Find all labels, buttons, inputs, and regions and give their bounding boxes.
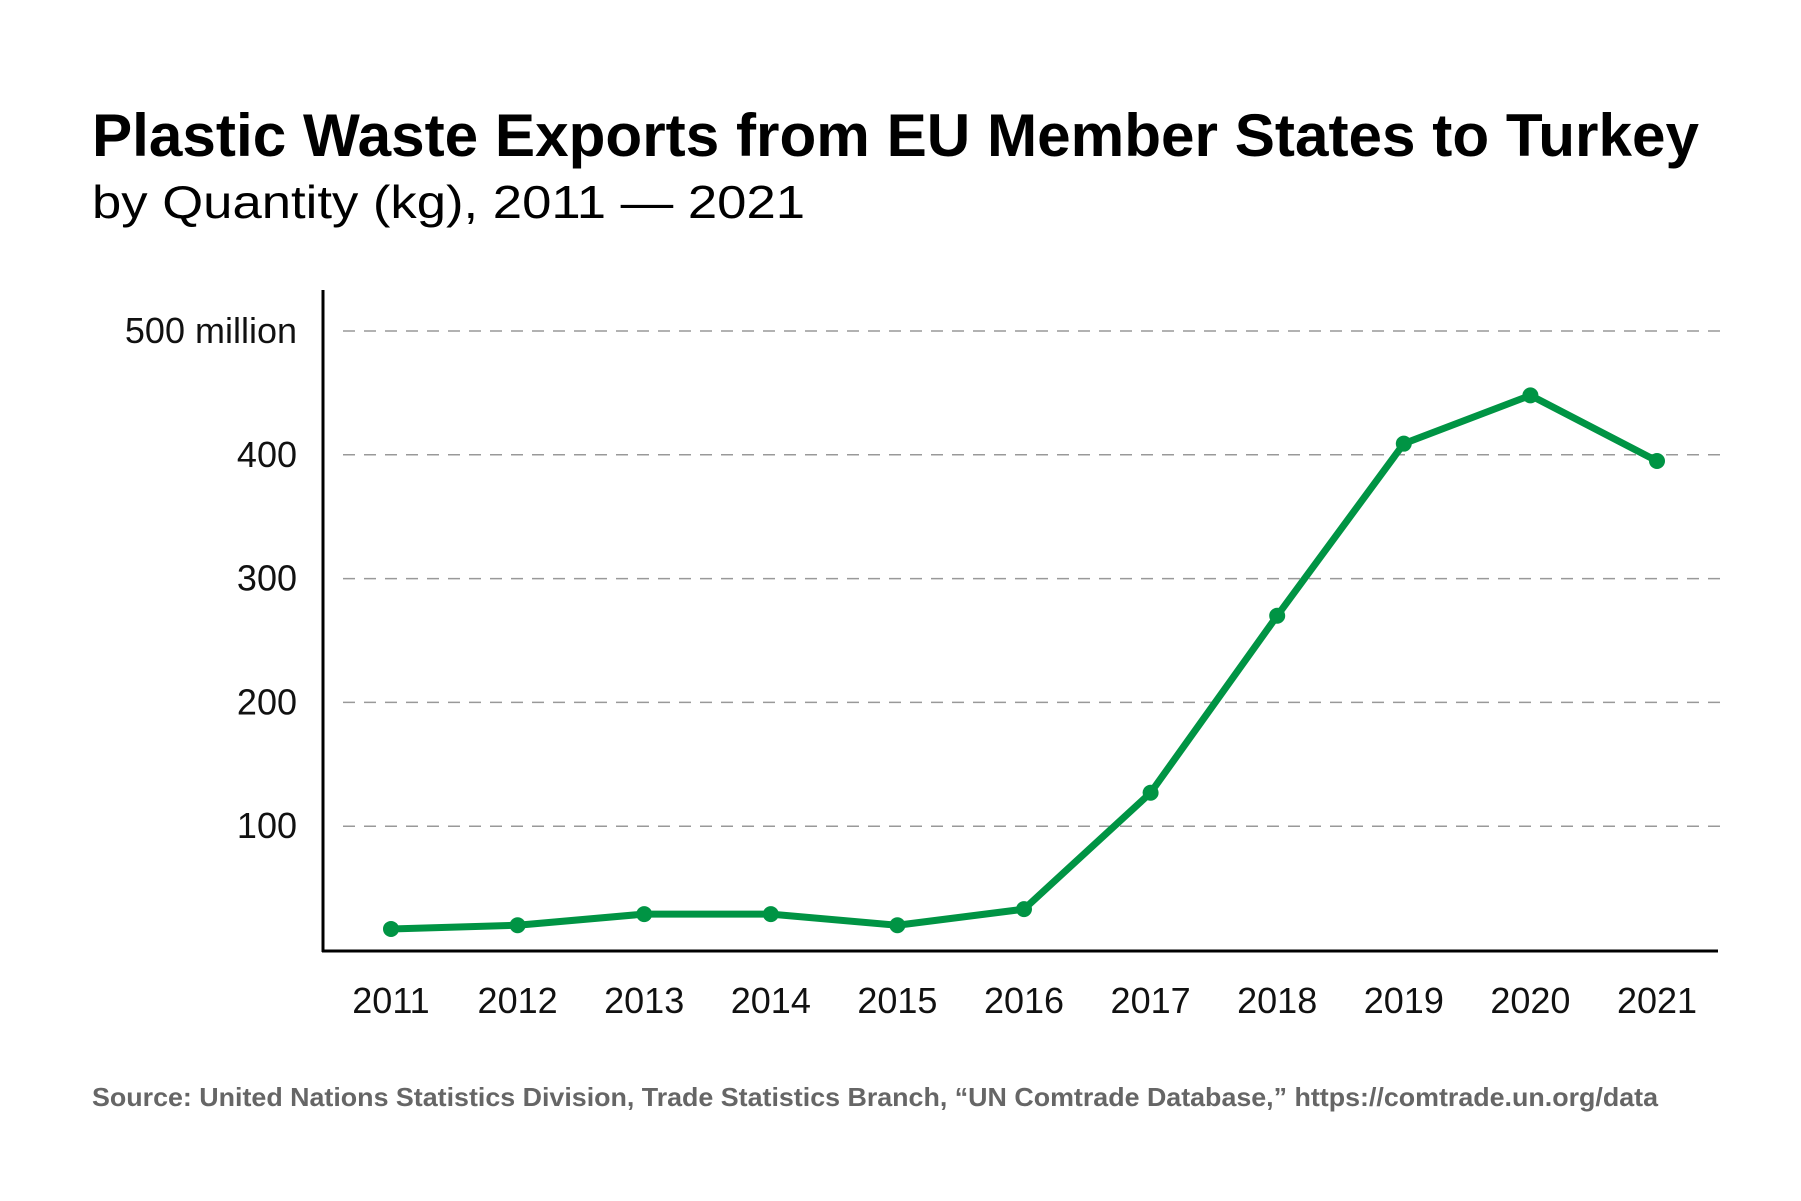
source-note: Source: United Nations Statistics Divisi…	[92, 1082, 1659, 1112]
data-points	[383, 387, 1665, 937]
chart-title: Plastic Waste Exports from EU Member Sta…	[92, 102, 1700, 169]
y-tick-label: 100	[237, 805, 297, 846]
data-point	[1395, 435, 1412, 452]
y-tick-label: 200	[237, 681, 297, 722]
x-tick-label: 2021	[1617, 980, 1697, 1021]
x-tick-label: 2012	[478, 980, 558, 1021]
data-point	[1269, 607, 1286, 624]
x-tick-label: 2011	[352, 980, 429, 1021]
data-point	[636, 906, 653, 923]
y-tick-label: 300	[237, 558, 297, 599]
data-point	[383, 920, 399, 937]
x-tick-label: 2015	[857, 980, 937, 1021]
y-tick-label: 500 million	[125, 310, 297, 351]
data-point	[762, 906, 779, 923]
data-point	[1016, 901, 1032, 918]
data-point	[509, 917, 526, 934]
x-axis-ticks: 2011 2012 2013 2014 2015 2016 2017 2018 2019 2020…	[352, 980, 1697, 1021]
data-point	[1142, 784, 1159, 801]
chart-subtitle: by Quantity (kg), 2011 — 2021	[92, 176, 805, 228]
data-point	[889, 917, 906, 934]
x-tick-label: 2020	[1490, 980, 1570, 1021]
x-tick-label: 2013	[604, 980, 684, 1021]
data-point	[1649, 452, 1665, 469]
series-line	[387, 391, 1661, 933]
y-axis-ticks: 100 200 300 400 500 million	[125, 310, 297, 846]
y-tick-label: 400	[237, 434, 297, 475]
data-point	[1522, 387, 1539, 404]
x-tick-label: 2017	[1111, 980, 1191, 1021]
x-tick-label: 2016	[984, 980, 1064, 1021]
x-tick-label: 2014	[731, 980, 811, 1021]
x-tick-label: 2018	[1237, 980, 1317, 1021]
x-tick-label: 2019	[1364, 980, 1444, 1021]
